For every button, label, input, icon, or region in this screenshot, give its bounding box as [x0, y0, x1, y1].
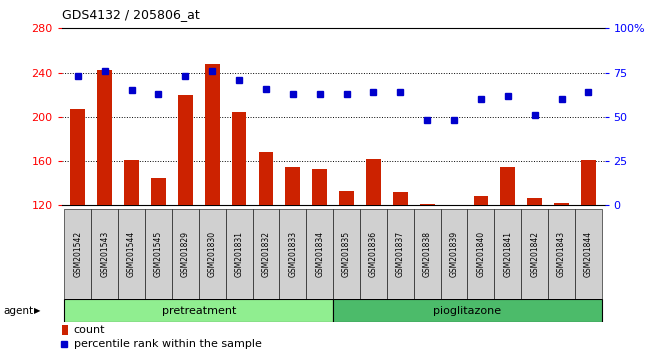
- Bar: [554, 203, 569, 205]
- Bar: [124, 160, 139, 205]
- Text: GSM201838: GSM201838: [422, 231, 432, 277]
- Text: GDS4132 / 205806_at: GDS4132 / 205806_at: [62, 8, 200, 21]
- Bar: [393, 192, 408, 205]
- Bar: [145, 209, 172, 299]
- Bar: [98, 70, 112, 205]
- Text: GSM201831: GSM201831: [235, 231, 244, 277]
- Bar: [312, 169, 327, 205]
- Bar: [280, 209, 306, 299]
- Bar: [231, 113, 246, 205]
- Bar: [339, 191, 354, 205]
- Text: percentile rank within the sample: percentile rank within the sample: [73, 339, 261, 349]
- Text: GSM201829: GSM201829: [181, 231, 190, 277]
- Bar: [333, 299, 602, 322]
- Text: GSM201834: GSM201834: [315, 231, 324, 277]
- Text: GSM201843: GSM201843: [557, 231, 566, 277]
- Bar: [420, 204, 435, 205]
- Text: GSM201840: GSM201840: [476, 231, 486, 277]
- Text: GSM201839: GSM201839: [450, 231, 458, 277]
- Bar: [205, 64, 220, 205]
- Bar: [118, 209, 145, 299]
- Bar: [387, 209, 414, 299]
- Bar: [178, 95, 193, 205]
- Bar: [495, 209, 521, 299]
- Bar: [226, 209, 252, 299]
- Bar: [366, 159, 381, 205]
- Bar: [575, 209, 602, 299]
- Text: GSM201837: GSM201837: [396, 231, 405, 277]
- Bar: [252, 209, 280, 299]
- Bar: [473, 196, 488, 205]
- Text: GSM201832: GSM201832: [261, 231, 270, 277]
- Text: GSM201543: GSM201543: [100, 231, 109, 277]
- Text: count: count: [73, 325, 105, 335]
- Bar: [62, 325, 68, 335]
- Bar: [285, 167, 300, 205]
- Bar: [441, 209, 467, 299]
- Text: agent: agent: [3, 306, 33, 316]
- Text: ▶: ▶: [34, 306, 41, 315]
- Text: pioglitazone: pioglitazone: [434, 306, 502, 316]
- Bar: [70, 109, 85, 205]
- Text: GSM201545: GSM201545: [154, 231, 163, 277]
- Bar: [500, 167, 515, 205]
- Bar: [467, 209, 495, 299]
- Bar: [333, 209, 360, 299]
- Text: GSM201844: GSM201844: [584, 231, 593, 277]
- Text: GSM201542: GSM201542: [73, 231, 83, 277]
- Bar: [414, 209, 441, 299]
- Bar: [64, 209, 91, 299]
- Bar: [521, 209, 548, 299]
- Text: GSM201544: GSM201544: [127, 231, 136, 277]
- Bar: [548, 209, 575, 299]
- Bar: [151, 178, 166, 205]
- Bar: [306, 209, 333, 299]
- Text: GSM201836: GSM201836: [369, 231, 378, 277]
- Bar: [360, 209, 387, 299]
- Text: GSM201830: GSM201830: [208, 231, 216, 277]
- Text: GSM201842: GSM201842: [530, 231, 539, 277]
- Bar: [199, 209, 226, 299]
- Bar: [527, 198, 542, 205]
- Bar: [259, 152, 274, 205]
- Bar: [172, 209, 199, 299]
- Text: pretreatment: pretreatment: [162, 306, 236, 316]
- Bar: [91, 209, 118, 299]
- Bar: [581, 160, 596, 205]
- Text: GSM201835: GSM201835: [342, 231, 351, 277]
- Text: GSM201833: GSM201833: [289, 231, 297, 277]
- Text: GSM201841: GSM201841: [503, 231, 512, 277]
- Bar: [64, 299, 333, 322]
